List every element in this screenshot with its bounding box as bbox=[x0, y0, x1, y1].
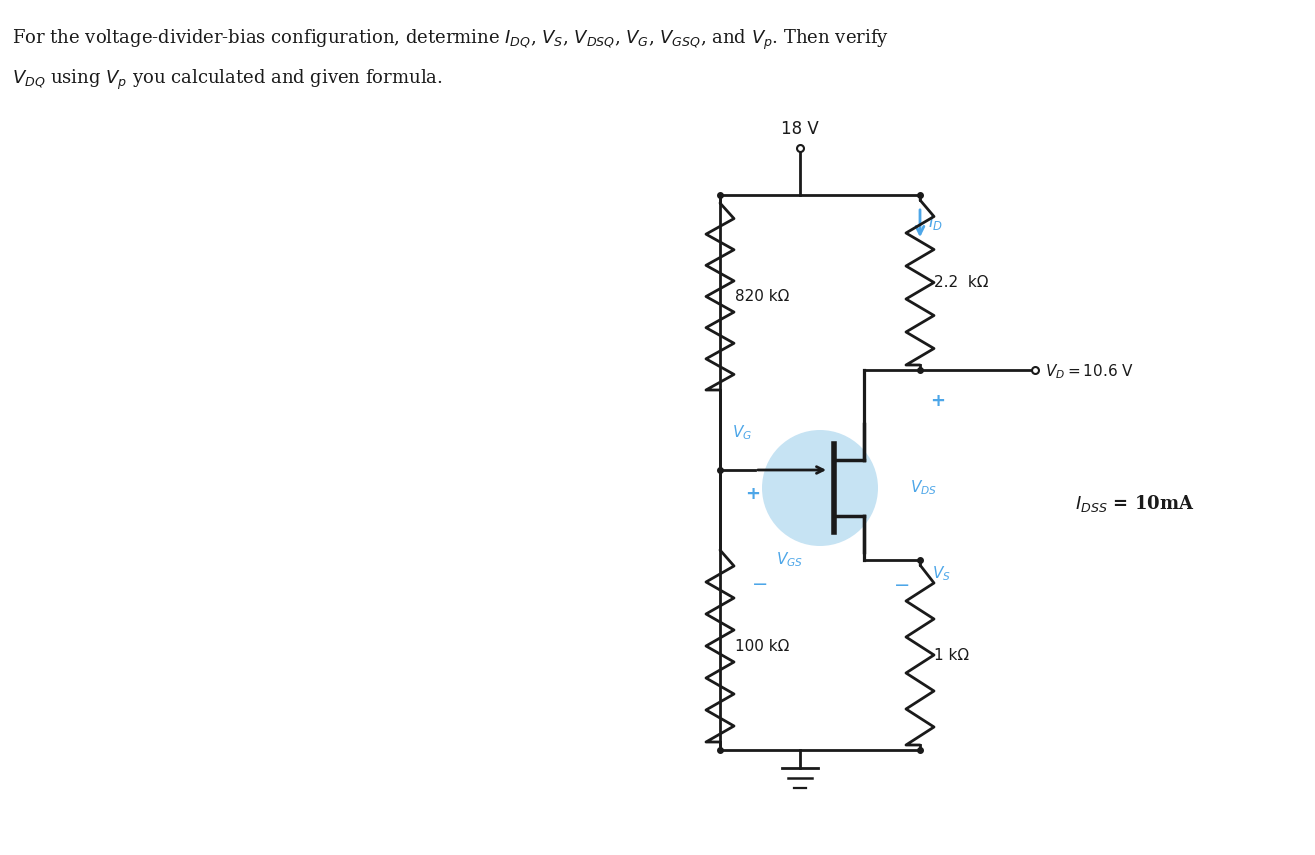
Text: $I_{DSS}$ = 10mA: $I_{DSS}$ = 10mA bbox=[1074, 492, 1194, 514]
Text: $V_{GS}$: $V_{GS}$ bbox=[776, 550, 803, 569]
Text: +: + bbox=[746, 485, 760, 503]
Text: $V_{DQ}$ using $V_p$ you calculated and given formula.: $V_{DQ}$ using $V_p$ you calculated and … bbox=[12, 68, 443, 92]
Text: $V_D =10.6$ V: $V_D =10.6$ V bbox=[1045, 363, 1134, 381]
Text: 2.2  kΩ: 2.2 kΩ bbox=[934, 275, 989, 290]
Text: 1 kΩ: 1 kΩ bbox=[934, 647, 969, 663]
Text: 820 kΩ: 820 kΩ bbox=[735, 289, 789, 304]
Text: $V_{DS}$: $V_{DS}$ bbox=[910, 479, 938, 498]
Circle shape bbox=[761, 430, 878, 546]
Text: $V_S$: $V_S$ bbox=[932, 564, 951, 583]
Text: 100 kΩ: 100 kΩ bbox=[735, 639, 789, 653]
Text: $V_G$: $V_G$ bbox=[732, 423, 752, 442]
Text: −: − bbox=[752, 575, 768, 594]
Text: For the voltage-divider-bias configuration, determine $I_{DQ}$, $V_S$, $V_{DSQ}$: For the voltage-divider-bias configurati… bbox=[12, 28, 889, 52]
Text: 18 V: 18 V bbox=[781, 120, 819, 138]
Text: $I_D$: $I_D$ bbox=[928, 212, 943, 232]
Text: +: + bbox=[930, 392, 945, 410]
Text: −: − bbox=[894, 576, 910, 595]
